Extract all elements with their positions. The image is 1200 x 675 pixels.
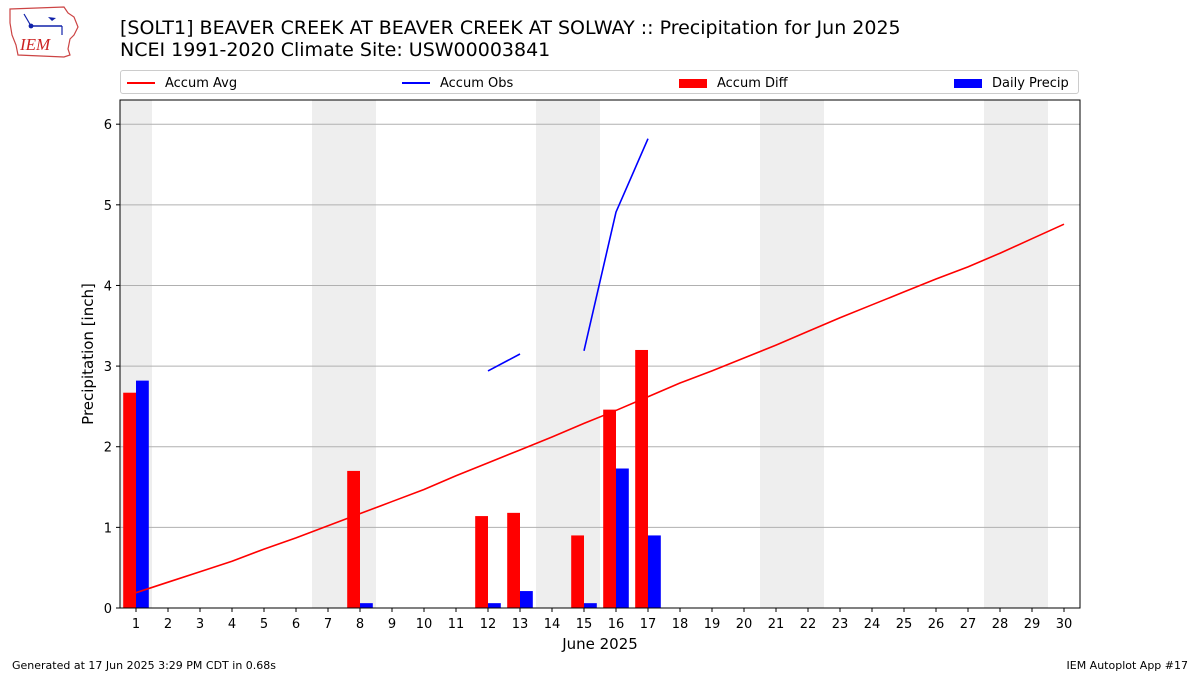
daily-precip-bar-day-16: [616, 468, 629, 608]
plot-frame: [119, 99, 1081, 609]
daily-precip-bar-day-17: [648, 535, 661, 608]
logo-text: IEM: [19, 35, 51, 54]
app-credit: IEM Autoplot App #17: [1066, 659, 1189, 672]
x-tick-label-19: 19: [704, 617, 721, 632]
x-tick-label-24: 24: [864, 617, 881, 632]
x-tick-label-22: 22: [800, 617, 817, 632]
daily-precip-bar-day-15: [584, 603, 597, 608]
accum-diff-bar-day-15: [571, 535, 584, 608]
accum-diff-bar-day-16: [603, 409, 616, 608]
x-tick-label-2: 2: [164, 617, 172, 632]
x-tick-label-5: 5: [260, 617, 268, 632]
x-tick-label-9: 9: [388, 617, 396, 632]
x-tick-label-25: 25: [896, 617, 913, 632]
x-tick-label-1: 1: [132, 617, 140, 632]
legend-item-accum-obs: Accum Obs: [402, 74, 513, 92]
x-tick-label-15: 15: [576, 617, 593, 632]
daily-precip-bar-day-13: [520, 591, 533, 608]
x-axis-label: June 2025: [561, 635, 638, 653]
iem-logo: IEM: [9, 6, 79, 58]
y-tick-label-6: 6: [104, 118, 112, 133]
legend-label-accum-avg: Accum Avg: [165, 75, 238, 91]
daily-precip-bar-day-1: [136, 380, 149, 608]
x-tick-label-28: 28: [992, 617, 1009, 632]
accum-obs-line-segment-1: [487, 353, 521, 372]
legend: Accum Avg Accum Obs Accum Diff Daily Pre…: [120, 70, 1079, 94]
legend-label-accum-obs: Accum Obs: [440, 75, 514, 91]
y-tick-label-1: 1: [104, 521, 112, 536]
x-tick-label-23: 23: [832, 617, 849, 632]
x-tick-label-20: 20: [736, 617, 753, 632]
x-tick-label-21: 21: [768, 617, 785, 632]
x-tick-label-16: 16: [608, 617, 625, 632]
weekend-band-4: [760, 100, 824, 608]
y-tick-label-5: 5: [104, 199, 112, 214]
legend-swatch-accum-obs: [402, 82, 430, 84]
daily-precip-bar-day-8: [360, 603, 373, 608]
x-tick-label-8: 8: [356, 617, 364, 632]
generated-note: Generated at 17 Jun 2025 3:29 PM CDT in …: [12, 659, 277, 672]
x-tick-label-6: 6: [292, 617, 300, 632]
legend-swatch-accum-avg: [127, 82, 155, 84]
x-tick-label-11: 11: [448, 617, 465, 632]
weekend-band-5: [984, 100, 1048, 608]
x-tick-label-26: 26: [928, 617, 945, 632]
accum-diff-bar-day-17: [635, 349, 648, 608]
x-tick-label-18: 18: [672, 617, 689, 632]
y-tick-label-0: 0: [104, 602, 112, 617]
y-axis-label: Precipitation [inch]: [79, 283, 97, 425]
legend-swatch-accum-diff: [679, 78, 707, 88]
legend-label-daily-precip: Daily Precip: [992, 75, 1069, 91]
legend-item-accum-diff: Accum Diff: [679, 74, 788, 92]
y-tick-label-2: 2: [104, 441, 112, 456]
legend-item-accum-avg: Accum Avg: [127, 74, 237, 92]
y-tick-label-3: 3: [104, 360, 112, 375]
x-tick-label-29: 29: [1024, 617, 1041, 632]
daily-precip-bar-day-12: [488, 603, 501, 608]
x-tick-label-27: 27: [960, 617, 977, 632]
legend-swatch-daily-precip: [954, 78, 982, 88]
x-tick-label-14: 14: [544, 617, 561, 632]
x-tick-label-30: 30: [1056, 617, 1073, 632]
x-tick-label-4: 4: [228, 617, 236, 632]
x-tick-label-7: 7: [324, 617, 332, 632]
chart-title: [SOLT1] BEAVER CREEK AT BEAVER CREEK AT …: [120, 17, 901, 39]
x-tick-label-3: 3: [196, 617, 204, 632]
accum-obs-line-segment-2: [583, 138, 649, 351]
weekend-band-2: [312, 100, 376, 608]
accum-diff-bar-day-8: [347, 470, 360, 608]
chart-subtitle: NCEI 1991-2020 Climate Site: USW00003841: [120, 39, 551, 61]
weekend-band-3: [536, 100, 600, 608]
x-tick-label-17: 17: [640, 617, 657, 632]
accum-diff-bar-day-1: [123, 392, 136, 608]
legend-item-daily-precip: Daily Precip: [954, 74, 1069, 92]
legend-label-accum-diff: Accum Diff: [717, 75, 788, 91]
accum-diff-bar-day-12: [475, 516, 488, 608]
accum-diff-bar-day-13: [507, 512, 520, 608]
x-tick-label-12: 12: [480, 617, 497, 632]
x-tick-label-13: 13: [512, 617, 529, 632]
accum-avg-line: [135, 223, 1065, 594]
y-tick-label-4: 4: [104, 279, 112, 294]
x-tick-label-10: 10: [416, 617, 433, 632]
